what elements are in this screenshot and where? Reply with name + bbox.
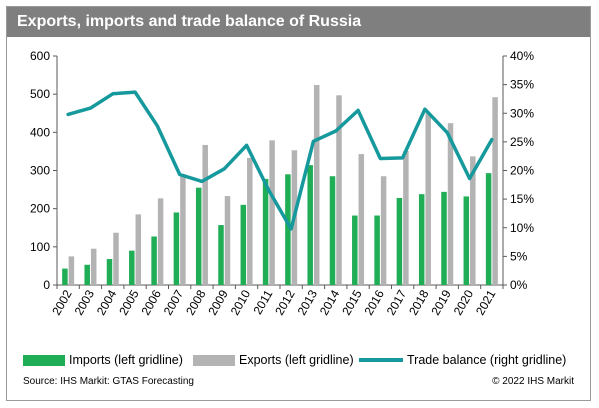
legend: Imports (left gridline) Exports (left gri… — [7, 350, 590, 370]
legend-label: Trade balance (right gridline) — [407, 353, 567, 367]
x-tick-label: 2009 — [205, 287, 231, 317]
exports-bar — [380, 176, 387, 285]
y-left-tick-label: 100 — [30, 240, 50, 254]
imports-bar — [285, 174, 291, 285]
x-tick-label: 2015 — [339, 287, 365, 317]
exports-bar — [224, 196, 231, 285]
exports-bar — [358, 154, 365, 285]
exports-bar — [313, 85, 320, 285]
imports-bar — [307, 165, 313, 285]
title-bar: Exports, imports and trade balance of Ru… — [7, 7, 590, 37]
imports-bar — [329, 176, 336, 285]
imports-bar — [84, 264, 90, 285]
x-tick-label: 2005 — [116, 287, 142, 317]
exports-bar — [202, 144, 208, 285]
x-tick-label: 2006 — [138, 287, 164, 317]
imports-bar — [218, 225, 224, 285]
chart-title: Exports, imports and trade balance of Ru… — [17, 13, 362, 30]
imports-bar — [485, 173, 492, 285]
x-tick-label: 2016 — [361, 287, 387, 317]
x-tick-label: 2012 — [272, 287, 298, 317]
bars-layer — [62, 85, 498, 285]
legend-item: Trade balance (right gridline) — [359, 350, 566, 370]
x-tick-label: 2018 — [406, 287, 432, 317]
y-right-tick-label: 15% — [510, 192, 534, 206]
exports-bar — [403, 151, 409, 285]
imports-bar — [106, 259, 113, 285]
copyright-note: © 2022 IHS Markit — [492, 376, 574, 387]
x-tick-label: 2004 — [94, 287, 120, 317]
exports-bar — [247, 157, 253, 285]
y-right-tick-label: 5% — [510, 249, 528, 263]
x-tick-label: 2011 — [250, 287, 275, 317]
imports-bar — [352, 215, 358, 285]
legend-label: Imports (left gridline) — [69, 353, 183, 367]
exports-bar — [447, 123, 454, 285]
x-tick-label: 2008 — [183, 287, 209, 317]
imports-bar — [441, 191, 447, 285]
x-tick-label: 2003 — [72, 287, 98, 317]
imports-bar — [262, 178, 269, 285]
imports-bar — [195, 187, 202, 285]
source-note: Source: IHS Markit: GTAS Forecasting — [23, 376, 194, 387]
y-left-tick-label: 500 — [30, 87, 50, 101]
exports-bar — [113, 232, 119, 285]
legend-swatch — [193, 354, 235, 366]
imports-bar — [396, 197, 403, 285]
x-tick-label: 2019 — [428, 287, 454, 317]
chart-frame: Exports, imports and trade balance of Ru… — [6, 6, 591, 401]
y-right-tick-label: 25% — [510, 135, 534, 149]
y-left-tick-label: 400 — [30, 125, 50, 139]
imports-bar — [374, 215, 380, 285]
x-tick-label: 2020 — [451, 287, 477, 317]
y-left-tick-label: 300 — [30, 164, 50, 178]
y-left-tick-label: 200 — [30, 202, 50, 216]
exports-bar — [180, 174, 186, 285]
exports-bar — [68, 256, 75, 285]
imports-bar — [463, 196, 470, 285]
legend-label: Exports (left gridline) — [239, 353, 354, 367]
exports-bar — [492, 97, 498, 285]
imports-bar — [418, 194, 425, 285]
imports-bar — [62, 268, 68, 285]
y-right-tick-label: 10% — [510, 221, 534, 235]
exports-bar — [90, 248, 97, 285]
exports-bar — [425, 113, 431, 285]
imports-bar — [173, 212, 180, 285]
x-tick-label: 2021 — [473, 287, 499, 317]
imports-bar — [151, 236, 157, 285]
trade-balance-line — [66, 90, 494, 231]
y-right-tick-label: 20% — [510, 164, 534, 178]
x-tick-label: 2014 — [317, 287, 343, 317]
x-tick-label: 2007 — [161, 287, 187, 317]
imports-bar — [240, 204, 247, 285]
exports-bar — [470, 156, 476, 285]
y-left-tick-label: 0 — [43, 278, 50, 292]
x-tick-label: 2013 — [295, 287, 321, 317]
y-right-tick-label: 35% — [510, 78, 534, 92]
y-left-tick-label: 600 — [30, 49, 50, 63]
legend-swatch — [359, 358, 403, 362]
legend-swatch — [23, 354, 65, 366]
exports-bar — [269, 140, 275, 285]
x-tick-label: 2010 — [228, 287, 254, 317]
exports-bar — [336, 95, 342, 285]
labels-layer: 0 100 200 300 400 500 600 0% 5% 10% 15% 20% 25% 30% 35… — [30, 49, 534, 318]
y-right-tick-label: 0% — [510, 278, 528, 292]
x-tick-label: 2017 — [384, 287, 410, 317]
legend-item: Imports (left gridline) — [23, 350, 183, 370]
axes-layer — [53, 55, 507, 289]
line-layer — [66, 90, 494, 231]
exports-bar — [157, 198, 164, 285]
imports-bar — [129, 250, 135, 285]
y-right-tick-label: 40% — [510, 49, 534, 63]
chart-plot: 0 100 200 300 400 500 600 0% 5% 10% 15% 20% 25% 30% 35… — [30, 49, 534, 318]
y-right-tick-label: 30% — [510, 106, 534, 120]
x-tick-label: 2002 — [49, 287, 75, 317]
legend-item: Exports (left gridline) — [193, 350, 354, 370]
exports-bar — [135, 214, 142, 285]
